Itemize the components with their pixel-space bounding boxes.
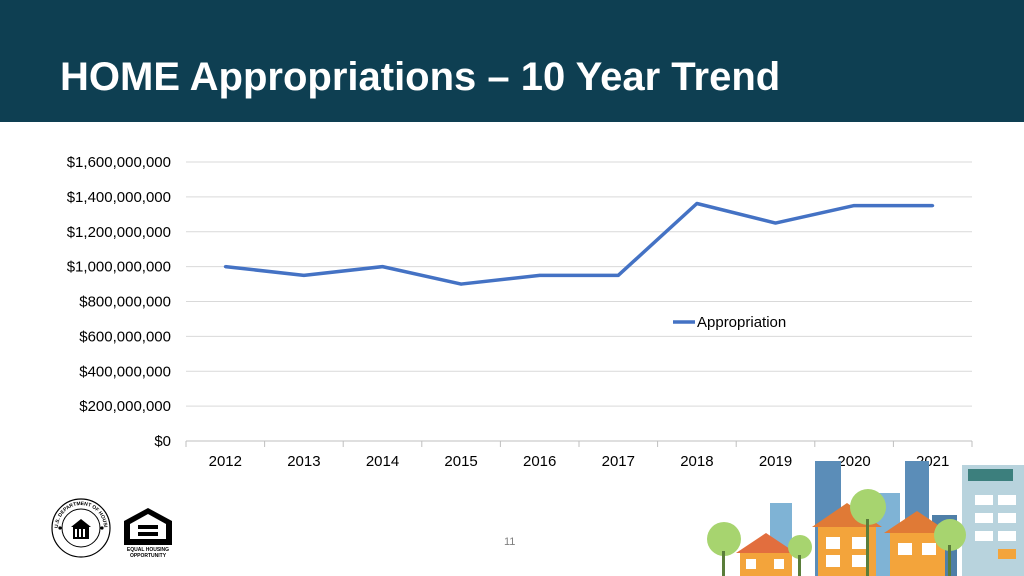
x-tick-label: 2020 <box>837 453 870 470</box>
page-number: 11 <box>504 536 516 548</box>
data-point <box>931 204 935 208</box>
x-tick-label: 2016 <box>523 453 556 470</box>
data-point <box>223 265 227 269</box>
eho-caption-line1: EQUAL HOUSING <box>126 547 170 553</box>
x-tick-label: 2014 <box>366 453 399 470</box>
series-line <box>225 201 933 286</box>
data-point <box>302 273 306 277</box>
data-point <box>538 273 542 277</box>
y-tick-label: $1,400,000,000 <box>67 189 171 206</box>
eho-caption-line2: OPPORTUNITY <box>129 553 167 559</box>
equal-housing-logo <box>124 508 172 545</box>
x-tick-label: 2015 <box>444 453 477 470</box>
hud-seal-logo: U.S. DEPARTMENT OF HOUSING AND URBAN DEV… <box>50 497 111 558</box>
city-illustration <box>707 461 1024 576</box>
y-tick-label: $0 <box>154 433 171 450</box>
line-chart: $0 $200,000,000 $400,000,000 $600,000,000 $8… <box>67 154 973 470</box>
data-point <box>459 282 463 286</box>
x-tick-label: 2017 <box>602 453 635 470</box>
data-point <box>695 202 699 206</box>
y-tick-label: $1,600,000,000 <box>67 154 171 171</box>
equal-housing-caption: EQUAL HOUSING OPPORTUNITY <box>118 547 178 559</box>
data-point <box>774 221 777 225</box>
slide-header <box>0 0 1024 122</box>
y-tick-label: $1,000,000,000 <box>67 259 171 276</box>
y-tick-label: $400,000,000 <box>79 363 171 380</box>
x-tick-label: 2013 <box>287 453 320 470</box>
y-tick-label: $1,200,000,000 <box>67 224 171 241</box>
y-tick-label: $800,000,000 <box>79 294 171 311</box>
x-tick-label: 2012 <box>209 453 242 470</box>
data-point <box>852 204 856 208</box>
data-point <box>616 273 620 277</box>
data-point <box>381 265 384 269</box>
legend-label: Appropriation <box>697 314 786 331</box>
x-tick-label: 2018 <box>680 453 713 470</box>
slide-title: HOME Appropriations – 10 Year Trend <box>60 55 781 99</box>
x-tick-label: 2019 <box>759 453 792 470</box>
y-tick-label: $200,000,000 <box>79 398 171 415</box>
y-tick-label: $600,000,000 <box>79 328 171 345</box>
